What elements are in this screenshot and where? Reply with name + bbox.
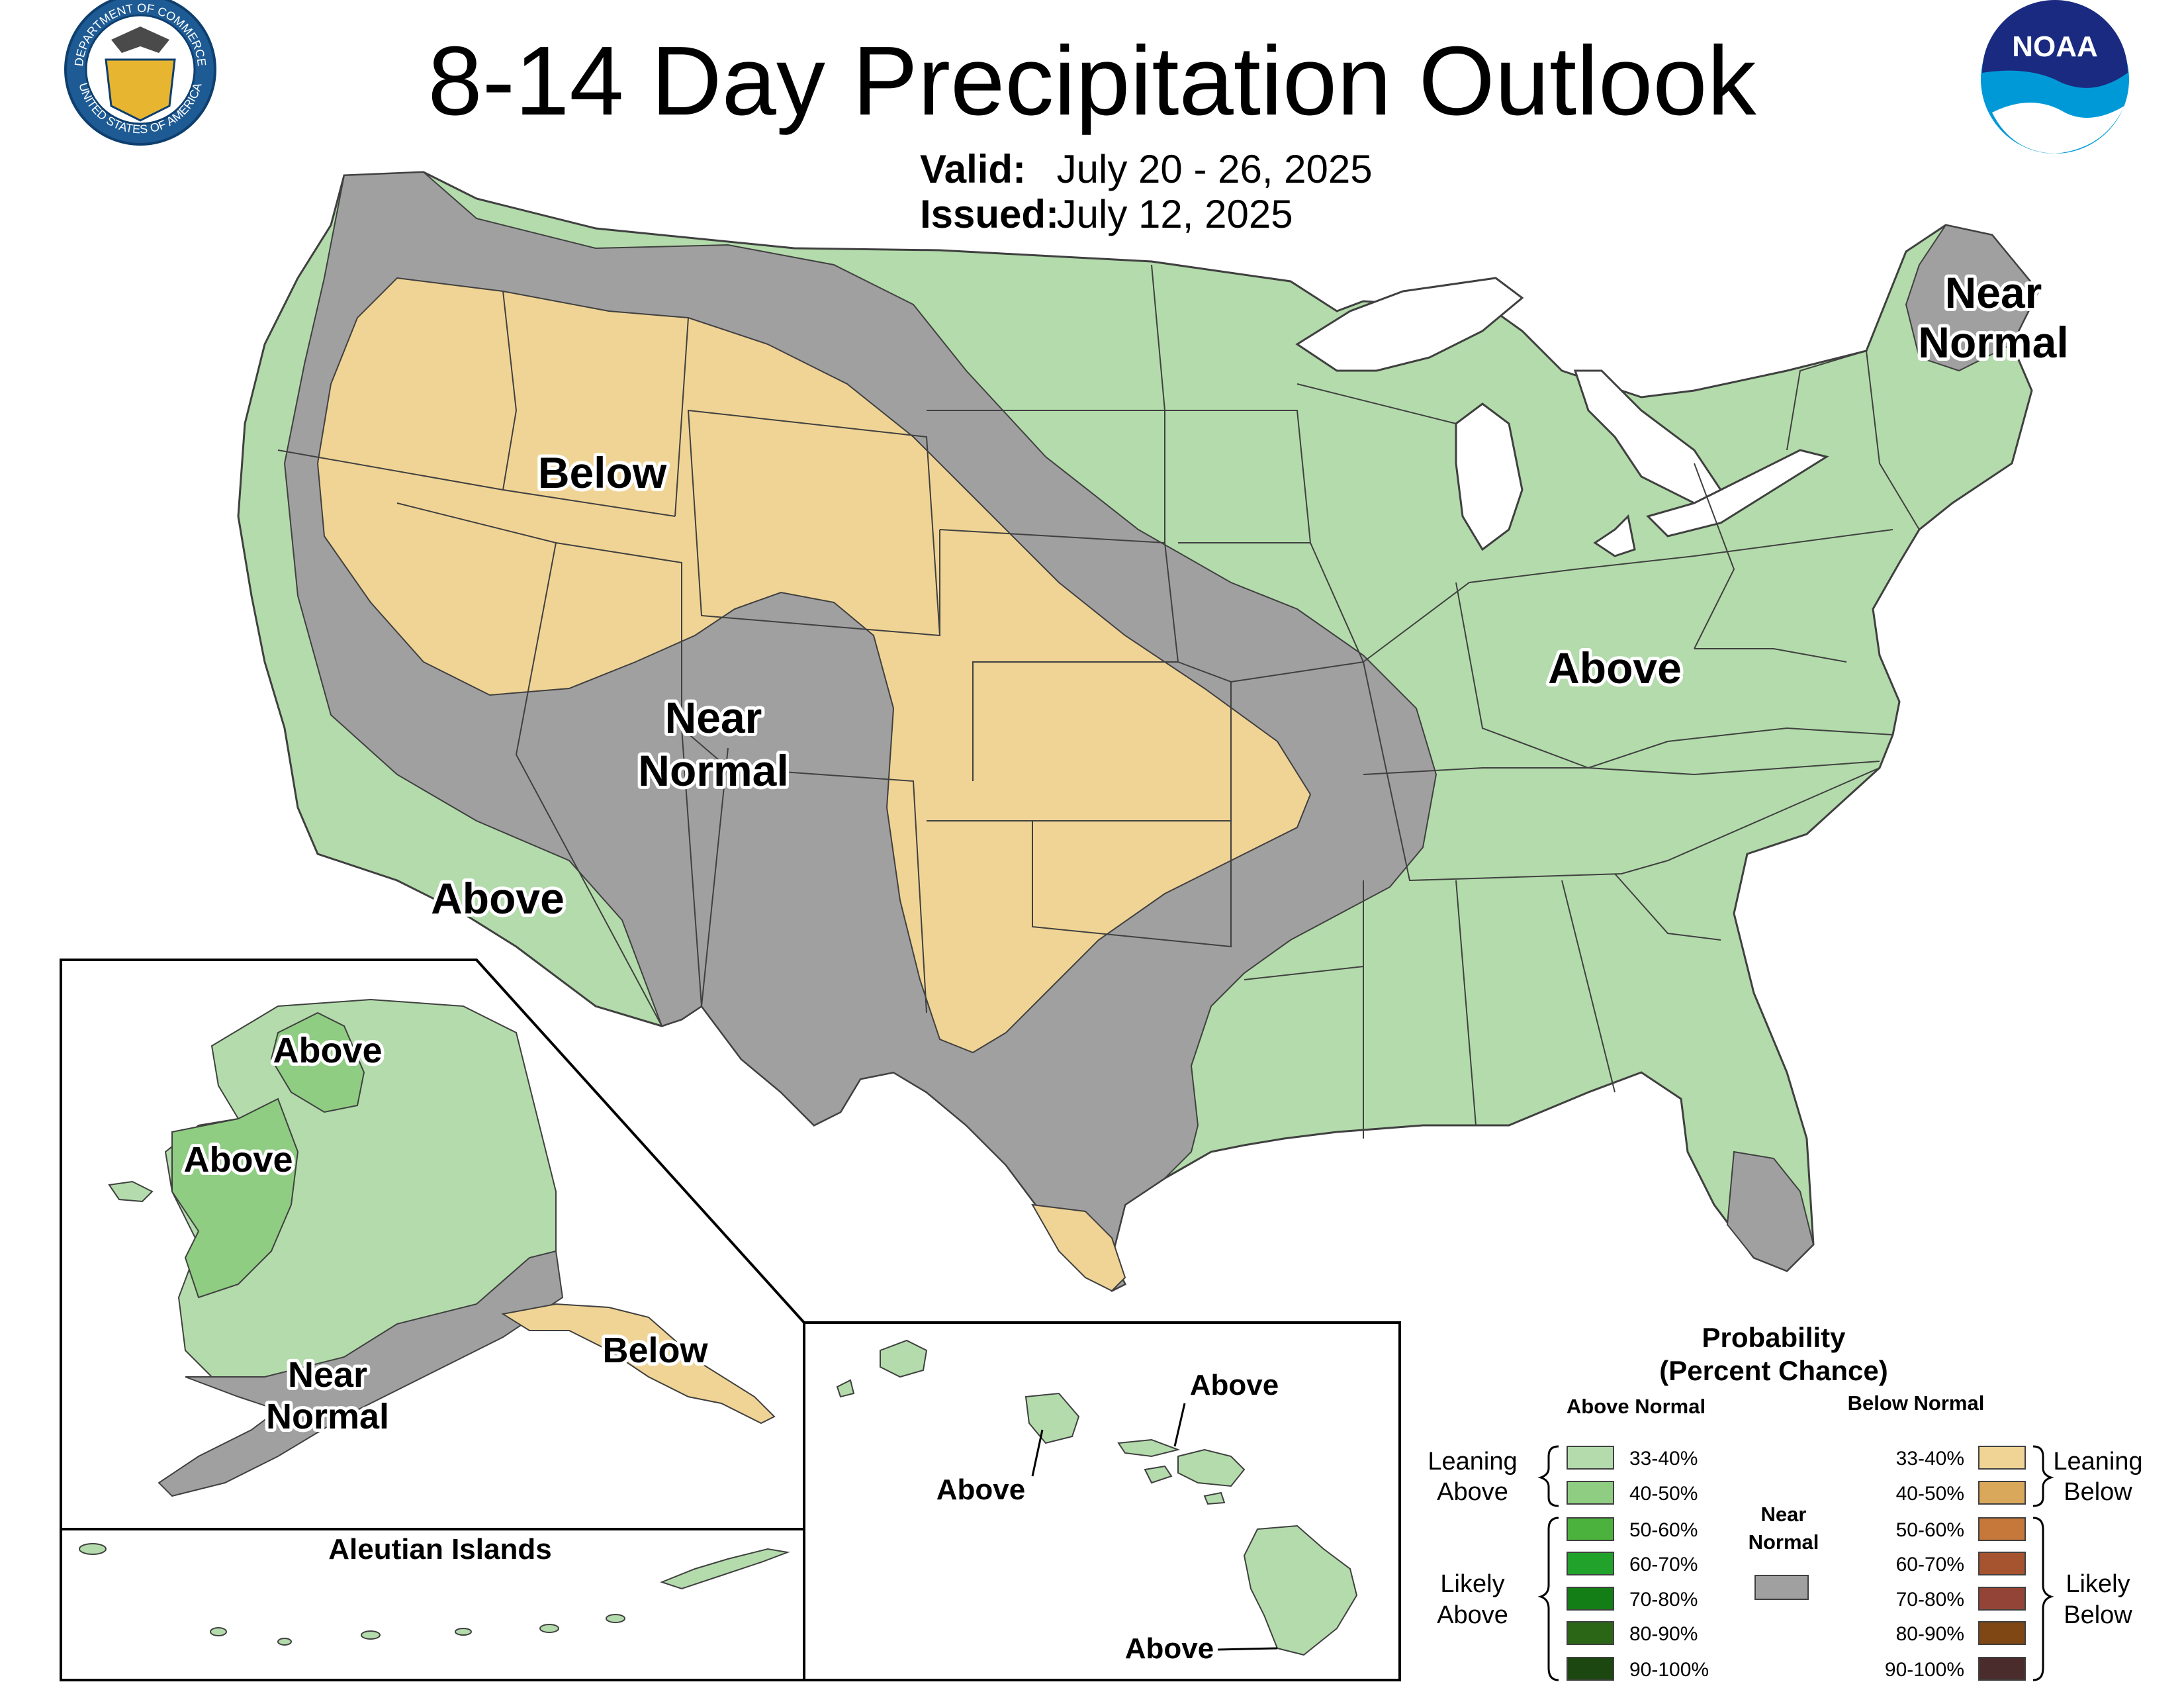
swatch-below-40-50 bbox=[1978, 1481, 2026, 1505]
issued-value: July 12, 2025 bbox=[1056, 192, 1293, 236]
legend: Probability (Percent Chance) Above Norma… bbox=[1428, 1322, 2143, 1681]
range-above-5: 80-90% bbox=[1629, 1623, 1698, 1645]
commerce-seal-icon: DEPARTMENT OF COMMERCE UNITED STATES OF … bbox=[64, 0, 216, 146]
range-below-1: 40-50% bbox=[1896, 1483, 1964, 1505]
alaska-inset: Above Above Near Normal Below bbox=[60, 959, 805, 1530]
valid-issued-block: Valid: July 20 - 26, 2025 Issued: July 1… bbox=[920, 147, 1373, 237]
above-east-label: Above bbox=[1548, 643, 1682, 692]
alaska-above-north-label: Above bbox=[273, 1031, 382, 1070]
st-lawrence-island bbox=[108, 1180, 154, 1203]
legend-likely-below-1: Likely bbox=[2066, 1570, 2130, 1598]
aleutian-title: Aleutian Islands bbox=[328, 1533, 551, 1566]
range-above-6: 90-100% bbox=[1629, 1659, 1709, 1681]
legend-below-ranges: 33-40% 40-50% 50-60% 60-70% 70-80% 80-90… bbox=[1885, 1448, 1964, 1681]
range-below-0: 33-40% bbox=[1896, 1448, 1964, 1470]
swatch-near-normal bbox=[1754, 1575, 1809, 1600]
legend-brackets bbox=[1537, 1445, 2054, 1681]
near-normal-ne-label-2: Normal bbox=[1918, 318, 2068, 367]
range-below-4: 70-80% bbox=[1896, 1589, 1964, 1611]
legend-leaning-below-2: Below bbox=[2064, 1478, 2132, 1506]
alaska-below bbox=[501, 1303, 776, 1425]
legend-above-ranges: 33-40% 40-50% 50-60% 60-70% 70-80% 80-90… bbox=[1629, 1448, 1709, 1681]
below-label: Below bbox=[538, 448, 667, 497]
hawaii-above-maui-label: Above bbox=[1190, 1369, 1279, 1401]
range-below-5: 80-90% bbox=[1896, 1623, 1964, 1645]
near-normal-ne-label-1: Near bbox=[1945, 268, 2042, 317]
legend-below-header: Below Normal bbox=[1848, 1391, 1985, 1415]
alaska-above-west bbox=[171, 1098, 299, 1299]
maine-near-normal bbox=[1905, 224, 2040, 372]
alaska-near-normal-label-2: Normal bbox=[266, 1397, 389, 1436]
issued-line: Issued: July 12, 2025 bbox=[920, 192, 1373, 237]
conus-map: Below Near Normal Above Above Near Norma… bbox=[237, 171, 2072, 1292]
legend-below-swatches bbox=[1978, 1446, 2026, 1681]
range-below-3: 60-70% bbox=[1896, 1554, 1964, 1575]
near-normal-sw-label-2: Normal bbox=[638, 746, 788, 795]
leaning-below-region bbox=[316, 277, 1312, 1054]
legend-leaning-above-1: Leaning bbox=[1428, 1448, 1517, 1476]
hawaii-above-oahu-label: Above bbox=[936, 1474, 1025, 1506]
alaska-above-west-label: Above bbox=[183, 1140, 293, 1180]
aleutian-islands bbox=[79, 1543, 790, 1646]
aleutian-inset: Aleutian Islands bbox=[60, 1528, 805, 1681]
swatch-above-60-70 bbox=[1567, 1552, 1614, 1575]
legend-near-normal-2: Normal bbox=[1749, 1530, 1819, 1554]
valid-line: Valid: July 20 - 26, 2025 bbox=[920, 147, 1373, 192]
swatch-below-90-100 bbox=[1978, 1657, 2026, 1681]
swatch-below-70-80 bbox=[1978, 1587, 2026, 1611]
legend-near-normal-1: Near bbox=[1761, 1503, 1807, 1526]
page-title: 8-14 Day Precipitation Outlook bbox=[428, 26, 1756, 136]
swatch-above-70-80 bbox=[1567, 1587, 1614, 1611]
legend-above-swatches bbox=[1567, 1446, 1614, 1681]
range-below-6: 90-100% bbox=[1885, 1659, 1964, 1681]
legend-likely-below-2: Below bbox=[2064, 1601, 2132, 1629]
range-above-3: 60-70% bbox=[1629, 1554, 1698, 1575]
swatch-below-50-60 bbox=[1978, 1517, 2026, 1541]
hawaii-leader-lines bbox=[1031, 1403, 1278, 1651]
swatch-below-80-90 bbox=[1978, 1621, 2026, 1645]
range-above-4: 70-80% bbox=[1629, 1589, 1698, 1611]
legend-likely-above-2: Above bbox=[1437, 1601, 1508, 1629]
valid-label: Valid: bbox=[920, 147, 1026, 191]
swatch-above-90-100 bbox=[1567, 1657, 1614, 1681]
hawaii-above-big-island-label: Above bbox=[1125, 1632, 1214, 1665]
alaska-above-north bbox=[270, 1011, 365, 1113]
svg-text:NOAA: NOAA bbox=[2012, 30, 2098, 63]
florida-near-normal bbox=[1726, 1150, 1815, 1272]
alaska-near-normal bbox=[158, 1250, 564, 1497]
legend-title-2: (Percent Chance) bbox=[1659, 1355, 1888, 1386]
swatch-above-80-90 bbox=[1567, 1621, 1614, 1645]
swatch-below-33-40 bbox=[1978, 1446, 2026, 1470]
great-lakes bbox=[1295, 277, 1829, 557]
noaa-logo-icon: NOAA bbox=[1981, 0, 2129, 154]
legend-above-header: Above Normal bbox=[1567, 1395, 1706, 1418]
near-normal-sw-label-1: Near bbox=[665, 693, 762, 742]
alaska-below-label: Below bbox=[602, 1331, 708, 1370]
hawaii-islands bbox=[836, 1339, 1358, 1656]
above-ca-label: Above bbox=[431, 874, 565, 923]
range-below-2: 50-60% bbox=[1896, 1519, 1964, 1541]
issued-label: Issued: bbox=[920, 192, 1060, 236]
state-boundaries bbox=[277, 264, 1920, 1139]
south-texas-below bbox=[1031, 1203, 1126, 1292]
legend-likely-above-1: Likely bbox=[1440, 1570, 1504, 1598]
range-above-0: 33-40% bbox=[1629, 1448, 1698, 1470]
swatch-above-50-60 bbox=[1567, 1517, 1614, 1541]
legend-leaning-above-2: Above bbox=[1437, 1478, 1508, 1506]
alaska-near-normal-label-1: Near bbox=[288, 1355, 367, 1395]
hawaii-inset: Above Above Above bbox=[803, 1321, 1401, 1681]
legend-leaning-below-1: Leaning bbox=[2053, 1448, 2142, 1476]
range-above-1: 40-50% bbox=[1629, 1483, 1698, 1505]
swatch-above-40-50 bbox=[1567, 1481, 1614, 1505]
range-above-2: 50-60% bbox=[1629, 1519, 1698, 1541]
legend-title-1: Probability bbox=[1702, 1322, 1846, 1353]
swatch-above-33-40 bbox=[1567, 1446, 1614, 1470]
valid-value: July 20 - 26, 2025 bbox=[1056, 147, 1373, 191]
swatch-below-60-70 bbox=[1978, 1552, 2026, 1575]
aleutian-inset-frame bbox=[60, 1528, 805, 1681]
